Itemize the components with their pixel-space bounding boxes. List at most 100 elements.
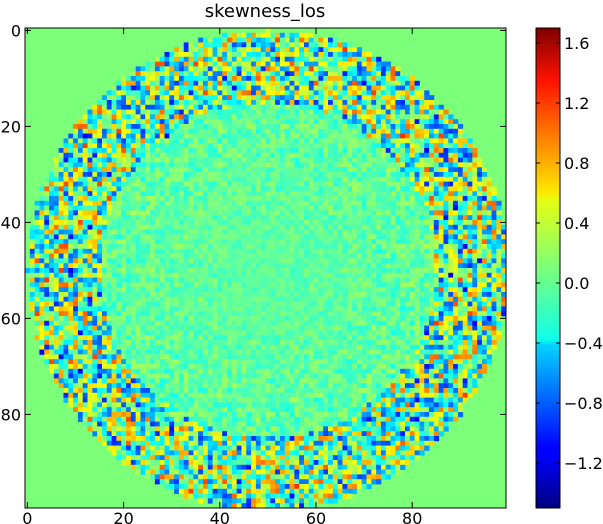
heatmap-cell [299,191,305,197]
heatmap-cell [29,277,36,283]
heatmap-cell [39,301,45,307]
heatmap-cell [371,90,377,96]
heatmap-cell [361,124,367,130]
heatmap-cell [188,100,194,106]
heatmap-cell [433,287,440,293]
heatmap-cell [438,200,444,206]
heatmap-cell [39,277,45,283]
heatmap-cell [207,181,213,187]
heatmap-cell [260,296,266,302]
heatmap-cell [135,220,141,226]
heatmap-cell [222,109,228,115]
heatmap-cell [193,42,199,48]
heatmap-cell [275,104,281,110]
heatmap-cell [164,66,170,72]
heatmap-cell [390,152,396,158]
heatmap-cell [140,186,146,192]
heatmap-cell [448,124,454,130]
heatmap-cell [227,167,233,173]
heatmap-cell [467,287,473,293]
heatmap-cell [366,248,372,254]
heatmap-cell [193,224,199,230]
heatmap-cell [212,282,218,288]
heatmap-cell [140,277,146,283]
heatmap-cell [145,109,151,115]
heatmap-cell [318,263,324,269]
heatmap-cell [376,200,382,206]
heatmap-cell [404,119,411,125]
heatmap-cell [251,234,257,240]
heatmap-cell [97,196,103,202]
heatmap-cell [231,124,238,130]
heatmap-cell [347,148,353,154]
heatmap-cell [111,215,117,221]
heatmap-cell [145,157,151,163]
heatmap-cell [227,61,233,67]
heatmap-cell [231,244,238,250]
heatmap-cell [222,229,228,235]
heatmap-cell [227,66,233,72]
heatmap-cell [121,234,127,240]
heatmap-cell [126,85,132,91]
heatmap-cell [366,253,372,259]
heatmap-cell [183,181,189,187]
heatmap-cell [97,306,103,312]
heatmap-cell [77,143,84,149]
heatmap-cell [366,128,372,134]
heatmap-cell [260,253,266,259]
heatmap-cell [116,239,122,245]
heatmap-cell [188,301,194,307]
heatmap-cell [222,167,228,173]
heatmap-cell [145,287,151,293]
heatmap-cell [231,229,238,235]
heatmap-cell [150,215,156,221]
heatmap-cell [236,61,242,67]
heatmap-cell [251,76,257,82]
heatmap-cell [169,80,175,86]
heatmap-cell [34,277,40,283]
heatmap-cell [481,200,488,206]
heatmap-cell [130,268,137,274]
heatmap-cell [198,119,204,125]
heatmap-cell [438,220,444,226]
heatmap-cell [97,287,103,293]
heatmap-cell [356,244,363,250]
heatmap-cell [352,85,358,91]
heatmap-cell [183,128,189,134]
heatmap-cell [82,186,88,192]
heatmap-cell [337,191,343,197]
heatmap-cell [150,80,156,86]
heatmap-cell [443,229,449,235]
heatmap-cell [429,306,435,312]
heatmap-cell [380,306,387,312]
heatmap-cell [279,224,286,230]
heatmap-cell [294,253,300,259]
heatmap-cell [477,258,483,264]
heatmap-cell [323,133,329,139]
heatmap-cell [361,76,367,82]
heatmap-cell [404,162,411,168]
heatmap-cell [202,148,209,154]
heatmap-cell [414,296,420,302]
heatmap-cell [356,95,363,101]
heatmap-cell [424,277,430,283]
heatmap-cell [183,119,189,125]
heatmap-cell [337,167,343,173]
heatmap-cell [169,133,175,139]
heatmap-cell [164,191,170,197]
heatmap-cell [347,205,353,211]
heatmap-cell [404,306,411,312]
heatmap-cell [279,152,286,158]
heatmap-cell [429,239,435,245]
heatmap-cell [385,148,391,154]
heatmap-cell [207,157,213,163]
heatmap-cell [111,258,117,264]
heatmap-cell [198,234,204,240]
heatmap-cell [438,306,444,312]
heatmap-cell [453,220,459,226]
heatmap-cell [390,167,396,173]
heatmap-cell [116,109,122,115]
heatmap-cell [496,301,502,307]
heatmap-cell [376,268,382,274]
heatmap-cell [361,296,367,302]
